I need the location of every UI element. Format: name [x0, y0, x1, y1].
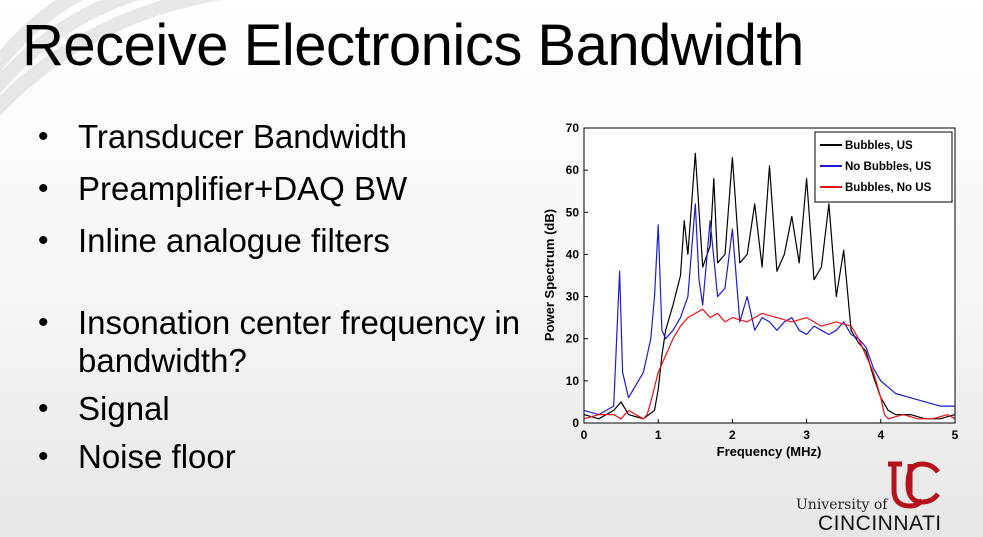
x-tick-label: 0 [581, 428, 588, 442]
y-tick-label: 40 [566, 247, 580, 261]
x-tick-label: 2 [729, 428, 736, 442]
legend-entry: Bubbles, No US [845, 182, 932, 194]
x-tick-label: 1 [655, 428, 662, 442]
bullet-item: Preamplifier+DAQ BW [38, 170, 558, 208]
bullet-item: Signal [38, 390, 558, 428]
plot-frame [583, 127, 956, 424]
bullet-item: Insonation center frequency in bandwidth… [38, 304, 558, 380]
uc-logo-icon [888, 461, 940, 509]
y-tick-label: 30 [566, 290, 580, 304]
y-tick-label: 0 [572, 416, 579, 430]
y-tick-label: 10 [566, 374, 580, 388]
bullet-list: Transducer Bandwidth Preamplifier+DAQ BW… [38, 118, 558, 476]
legend-entry: Bubbles, US [845, 140, 913, 152]
series-line-3 [583, 308, 956, 420]
x-axis-label: Frequency (MHz) [717, 444, 822, 459]
x-tick-label: 4 [877, 428, 884, 442]
bullet-item: Noise floor [38, 438, 558, 476]
bullet-item: Transducer Bandwidth [38, 118, 558, 156]
y-tick-label: 70 [566, 121, 580, 135]
x-tick-label: 5 [952, 428, 959, 442]
logo-university-text: University of [796, 497, 888, 513]
slide-title: Receive Electronics Bandwidth [22, 13, 804, 78]
bullet-item: Inline analogue filters [38, 222, 558, 260]
series-layer [583, 152, 956, 420]
y-axis-label: Power Spectrum (dB) [542, 209, 557, 341]
logo-cincinnati-text: CINCINNATI [818, 512, 942, 535]
y-tick-label: 50 [566, 205, 580, 219]
chart-legend: Bubbles, US No Bubbles, US Bubbles, No US [814, 131, 953, 203]
x-tick-label: 3 [803, 428, 810, 442]
legend-entry: No Bubbles, US [845, 161, 932, 173]
y-tick-label: 60 [566, 163, 580, 177]
y-tick-label: 20 [566, 332, 580, 346]
